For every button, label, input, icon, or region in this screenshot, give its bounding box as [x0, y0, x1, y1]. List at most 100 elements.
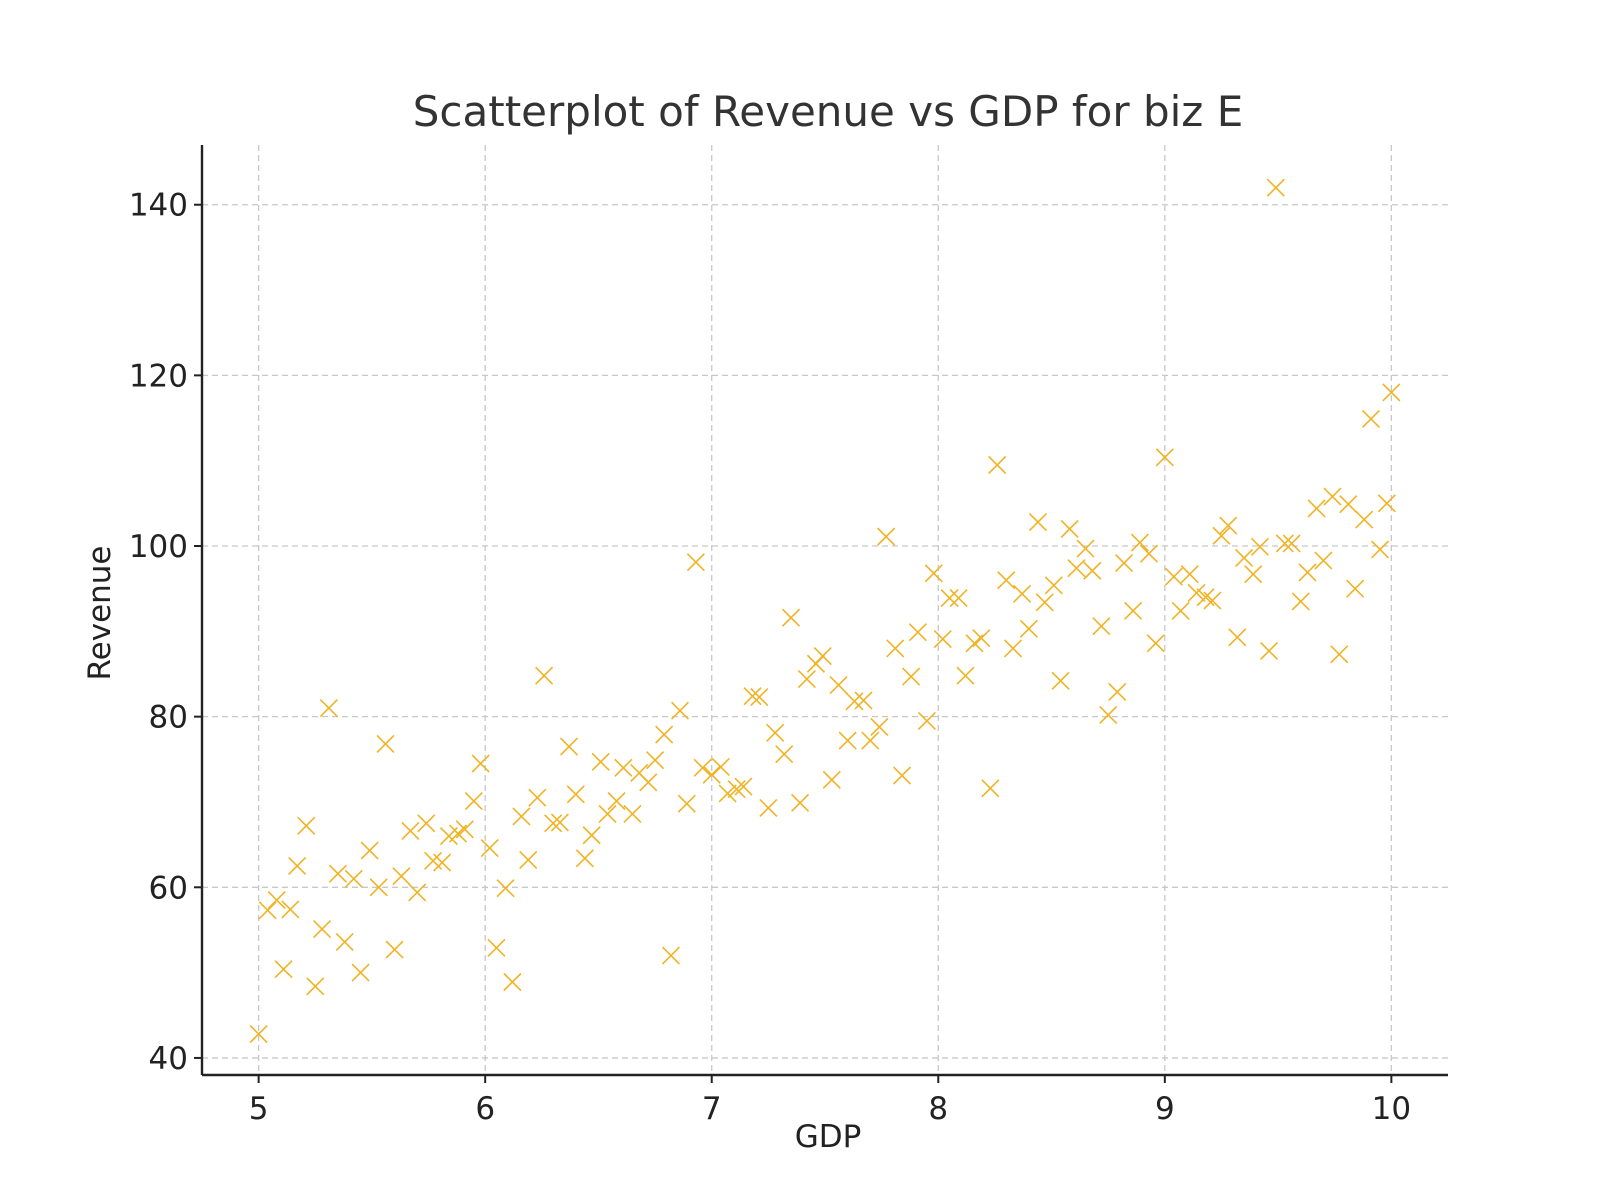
x-tick-label: 8	[928, 1091, 948, 1127]
axes-layer	[200, 145, 1448, 1077]
data-point	[750, 687, 769, 707]
data-point	[781, 608, 801, 627]
data-point	[455, 820, 474, 839]
data-point	[1044, 576, 1063, 595]
data-point	[408, 883, 427, 902]
data-point	[1051, 671, 1070, 690]
data-point	[661, 946, 681, 965]
data-point	[1259, 641, 1279, 661]
data-point	[940, 588, 959, 608]
data-point	[417, 814, 436, 833]
data-point	[1244, 565, 1263, 584]
data-point	[1228, 628, 1247, 647]
data-point	[1235, 548, 1254, 568]
x-tick-label: 5	[249, 1091, 269, 1127]
y-axis-label: Revenue	[82, 545, 118, 680]
data-point	[693, 758, 712, 777]
data-point	[464, 792, 483, 811]
y-tick-label: 120	[129, 358, 188, 394]
data-point	[1382, 383, 1401, 402]
data-point	[1013, 584, 1032, 603]
ticks-layer: 5 6 7 8 9 10 40 60 80 100 120 140	[129, 188, 1411, 1127]
data-point	[267, 891, 286, 910]
data-point	[775, 745, 794, 764]
data-point	[1212, 526, 1231, 545]
data-point	[1196, 588, 1215, 607]
data-point	[1330, 645, 1349, 664]
data-point	[1035, 593, 1054, 612]
data-point	[766, 723, 785, 742]
data-point	[385, 940, 404, 959]
data-point	[646, 751, 665, 770]
data-point	[306, 977, 325, 996]
data-point	[861, 731, 880, 750]
data-point	[528, 788, 547, 807]
data-point	[1355, 510, 1374, 529]
data-point	[288, 856, 307, 876]
data-point	[1146, 634, 1165, 653]
data-point	[988, 455, 1007, 475]
data-point	[274, 960, 293, 979]
data-point	[258, 901, 277, 920]
data-point	[1307, 499, 1326, 518]
data-point	[1171, 601, 1190, 620]
data-point	[743, 687, 762, 706]
y-tick-label: 100	[129, 529, 188, 565]
data-point	[1339, 495, 1358, 514]
data-point	[908, 623, 927, 642]
data-point	[1092, 617, 1111, 636]
data-point	[376, 734, 395, 754]
data-point	[1370, 540, 1390, 559]
data-point	[559, 737, 579, 756]
data-point	[512, 807, 531, 826]
y-tick-label: 40	[149, 1041, 188, 1077]
data-point	[591, 752, 610, 771]
data-point	[677, 794, 696, 813]
y-tick-label: 60	[149, 870, 188, 906]
data-point	[933, 629, 952, 649]
data-point	[902, 667, 921, 686]
chart-title: Scatterplot of Revenue vs GDP for biz E	[413, 87, 1243, 136]
data-point	[607, 792, 626, 811]
data-point	[1114, 554, 1134, 573]
data-point	[639, 773, 658, 792]
data-point	[1219, 516, 1238, 535]
data-point	[249, 1024, 268, 1044]
data-point	[1076, 539, 1095, 558]
data-point	[480, 838, 499, 858]
data-point	[313, 920, 332, 939]
x-axis-label: GDP	[795, 1119, 862, 1155]
data-point	[1346, 579, 1365, 598]
data-point	[328, 864, 347, 883]
data-point	[360, 841, 379, 860]
y-tick-label: 80	[149, 700, 188, 736]
data-point	[503, 972, 522, 992]
data-point	[956, 666, 975, 685]
data-point	[1377, 494, 1396, 513]
data-point	[535, 666, 554, 685]
data-point	[791, 793, 810, 812]
data-point	[575, 849, 594, 868]
data-point	[487, 938, 506, 957]
data-point	[1187, 583, 1206, 603]
y-tick-label: 140	[129, 188, 188, 224]
data-point	[1361, 409, 1381, 428]
data-point	[582, 826, 601, 845]
x-tick-label: 6	[475, 1091, 495, 1127]
data-point	[1003, 639, 1023, 658]
data-point	[1099, 705, 1118, 725]
data-point	[718, 784, 737, 803]
data-point	[917, 711, 937, 730]
data-point	[924, 564, 943, 583]
data-point	[1139, 544, 1159, 563]
data-point	[1067, 559, 1086, 578]
data-point	[392, 867, 411, 886]
data-point	[1282, 534, 1301, 553]
data-point	[711, 757, 730, 777]
data-point	[519, 850, 538, 870]
data-point	[424, 851, 443, 870]
data-point	[997, 571, 1016, 590]
data-point	[351, 963, 370, 982]
data-point	[335, 932, 354, 951]
